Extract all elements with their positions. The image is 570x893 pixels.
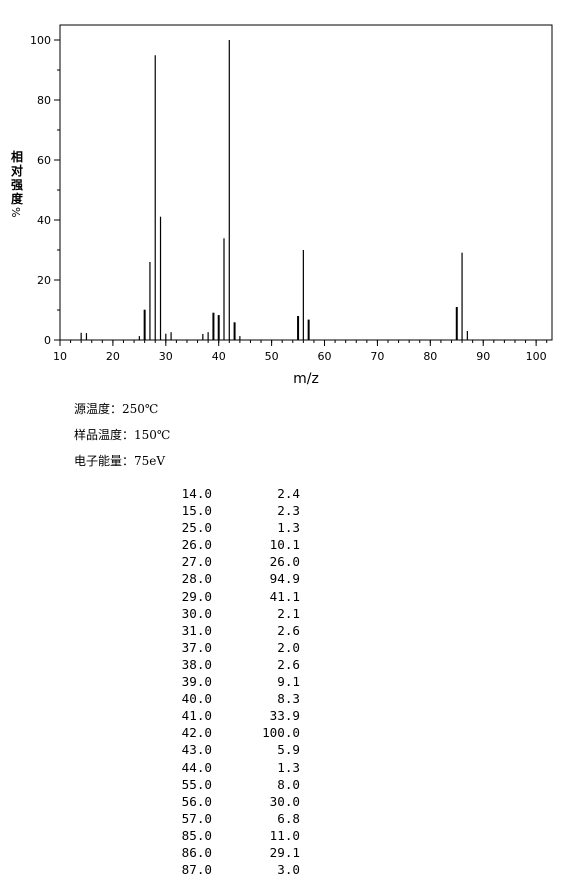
peak-row: 30.0 2.1 <box>150 605 300 622</box>
y-axis-title-char: 度 <box>10 192 23 206</box>
peak-row: 15.0 2.3 <box>150 502 300 519</box>
peak-abundance: 2.4 <box>277 486 300 501</box>
peak-abundance: 8.3 <box>277 691 300 707</box>
peak-row: 25.0 1.3 <box>150 519 300 536</box>
peak-row: 41.0 33.9 <box>150 707 300 724</box>
peak-mz: 37.0 <box>181 639 212 655</box>
peak-abundance: 1.3 <box>277 759 300 775</box>
peak-table: 14.0 2.4 15.0 2.3 25.0 1.3 26.0 10.1 27.0 26.0 28.… <box>150 485 300 878</box>
peak-abundance: 2.6 <box>277 622 300 638</box>
peak-row: 27.0 26.0 <box>150 553 300 570</box>
y-axis-title-char: 对 <box>10 164 23 178</box>
peak-row: 87.0 3.0 <box>150 861 300 878</box>
peak-abundance: 2.3 <box>277 503 300 519</box>
peak-mz: 25.0 <box>181 520 212 536</box>
peak-mz: 31.0 <box>181 622 212 638</box>
x-axis-label: m/z <box>293 371 319 387</box>
peak-mz: 85.0 <box>181 827 212 843</box>
peak-mz: 86.0 <box>181 844 212 860</box>
y-tick-label: 40 <box>37 214 51 227</box>
y-tick-label: 0 <box>44 334 51 347</box>
peak-abundance: 2.0 <box>277 639 300 655</box>
peak-mz: 43.0 <box>181 742 212 758</box>
peak-mz: 56.0 <box>181 793 212 809</box>
y-tick-label: 20 <box>37 274 51 287</box>
y-axis-title: 相对强度 <box>8 150 26 206</box>
x-tick-label: 60 <box>318 350 332 363</box>
peak-mz: 44.0 <box>181 759 212 775</box>
peak-abundance: 2.6 <box>277 656 300 672</box>
peak-row: 43.0 5.9 <box>150 741 300 758</box>
peak-abundance: 11.0 <box>269 827 300 843</box>
peak-abundance: 5.9 <box>277 742 300 758</box>
peak-mz: 38.0 <box>181 656 212 672</box>
x-tick-label: 50 <box>265 350 279 363</box>
y-axis-title-char: 强 <box>10 178 23 192</box>
y-axis-title-char: 相 <box>10 150 23 164</box>
peak-abundance: 2.1 <box>277 605 300 621</box>
x-tick-label: 80 <box>423 350 437 363</box>
peak-abundance: 26.0 <box>269 554 300 570</box>
peak-row: 40.0 8.3 <box>150 690 300 707</box>
peak-abundance: 3.0 <box>277 862 300 878</box>
peak-abundance: 100.0 <box>262 725 300 741</box>
peak-row: 28.0 94.9 <box>150 570 300 587</box>
x-tick-label: 40 <box>212 350 226 363</box>
peak-mz: 28.0 <box>181 571 212 587</box>
peak-abundance: 41.1 <box>269 588 300 604</box>
electron-energy: 电子能量：75eV <box>74 454 166 468</box>
peak-mz: 14.0 <box>181 486 212 501</box>
x-tick-label: 70 <box>370 350 384 363</box>
peak-mz: 55.0 <box>181 776 212 792</box>
peak-row: 14.0 2.4 <box>150 485 300 502</box>
peak-row: 42.0 100.0 <box>150 724 300 741</box>
peak-mz: 39.0 <box>181 674 212 690</box>
peak-row: 85.0 11.0 <box>150 827 300 844</box>
peak-abundance: 10.1 <box>269 537 300 553</box>
peak-mz: 29.0 <box>181 588 212 604</box>
peak-abundance: 33.9 <box>269 708 300 724</box>
peak-row: 86.0 29.1 <box>150 844 300 861</box>
peak-row: 39.0 9.1 <box>150 673 300 690</box>
y-axis-unit: % <box>10 207 23 218</box>
peak-mz: 41.0 <box>181 708 212 724</box>
x-tick-label: 10 <box>53 350 67 363</box>
peak-row: 56.0 30.0 <box>150 793 300 810</box>
peak-row: 37.0 2.0 <box>150 639 300 656</box>
y-tick-label: 60 <box>37 154 51 167</box>
peak-mz: 40.0 <box>181 691 212 707</box>
peak-mz: 57.0 <box>181 810 212 826</box>
peak-abundance: 6.8 <box>277 810 300 826</box>
mass-spectrum-chart: 10 20 30 40 50 60 70 80 90 100 0 20 40 60 80 100 m/z <box>30 24 553 387</box>
x-tick-label: 20 <box>106 350 120 363</box>
peak-abundance: 30.0 <box>269 793 300 809</box>
peak-abundance: 29.1 <box>269 844 300 860</box>
peak-abundance: 8.0 <box>277 776 300 792</box>
plot-frame <box>59 24 553 341</box>
peak-abundance: 1.3 <box>277 520 300 536</box>
peak-row: 29.0 41.1 <box>150 588 300 605</box>
peak-row: 38.0 2.6 <box>150 656 300 673</box>
peak-abundance: 9.1 <box>277 674 300 690</box>
peak-abundance: 94.9 <box>269 571 300 587</box>
peak-row: 44.0 1.3 <box>150 759 300 776</box>
peak-row: 57.0 6.8 <box>150 810 300 827</box>
x-tick-label: 30 <box>159 350 173 363</box>
x-tick-label: 90 <box>476 350 490 363</box>
sample-temperature: 样品温度：150℃ <box>74 428 171 442</box>
peak-mz: 15.0 <box>181 503 212 519</box>
peak-mz: 42.0 <box>181 725 212 741</box>
peak-row: 31.0 2.6 <box>150 622 300 639</box>
peak-mz: 87.0 <box>181 862 212 878</box>
peak-mz: 26.0 <box>181 537 212 553</box>
peak-row: 26.0 10.1 <box>150 536 300 553</box>
x-tick-label: 100 <box>526 350 547 363</box>
source-temperature: 源温度：250℃ <box>74 402 159 416</box>
peak-mz: 30.0 <box>181 605 212 621</box>
peak-row: 55.0 8.0 <box>150 776 300 793</box>
y-axis-label: 相对强度 % <box>8 150 26 217</box>
peak-mz: 27.0 <box>181 554 212 570</box>
y-tick-label: 100 <box>30 34 51 47</box>
y-tick-label: 80 <box>37 94 51 107</box>
